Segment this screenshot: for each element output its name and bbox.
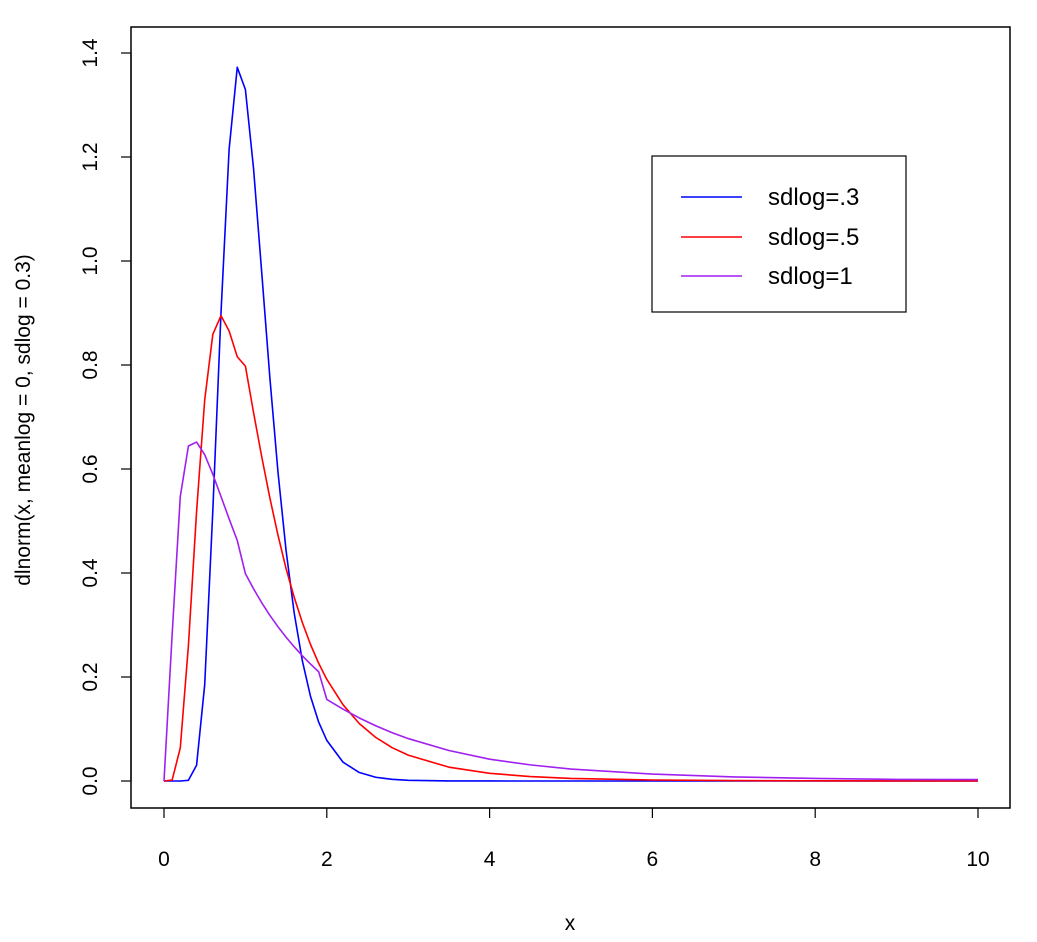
y-tick-label: 0.4 (79, 558, 102, 588)
series-line-3 (163, 441, 979, 782)
y-axis-title: dlnorm(x, meanlog = 0, sdlog = 0.3) (12, 254, 35, 586)
x-axis-title: x (565, 912, 576, 935)
y-tick-label: 0.2 (79, 662, 102, 691)
series-line-1 (164, 66, 978, 782)
x-tick-label: 0 (158, 848, 170, 871)
y-tick-label: 0.0 (79, 766, 102, 795)
y-tick-label: 0.6 (79, 454, 102, 483)
x-tick-label: 2 (321, 848, 333, 871)
legend-label-1: sdlog=.3 (768, 184, 859, 211)
plot-frame (130, 26, 1011, 809)
series-line-2 (163, 314, 979, 782)
x-tick-label: 4 (484, 848, 496, 871)
legend: sdlog=.3 sdlog=.5 sdlog=1 (651, 155, 907, 313)
y-axis: 0.0 0.2 0.4 0.6 0.8 1.0 1.2 1.4 (79, 38, 132, 796)
x-tick-label: 6 (647, 848, 659, 871)
y-tick-label: 0.8 (79, 350, 102, 379)
x-axis: 0 2 4 6 8 10 (158, 807, 990, 871)
y-tick-label: 1.4 (79, 38, 102, 68)
x-tick-label: 8 (809, 848, 821, 871)
legend-box (651, 155, 907, 313)
x-tick-label: 10 (966, 848, 989, 871)
series-layer (163, 66, 979, 782)
y-tick-label: 1.2 (79, 142, 102, 171)
legend-label-2: sdlog=.5 (768, 224, 859, 251)
legend-label-3: sdlog=1 (768, 263, 853, 290)
y-tick-label: 1.0 (79, 246, 102, 275)
